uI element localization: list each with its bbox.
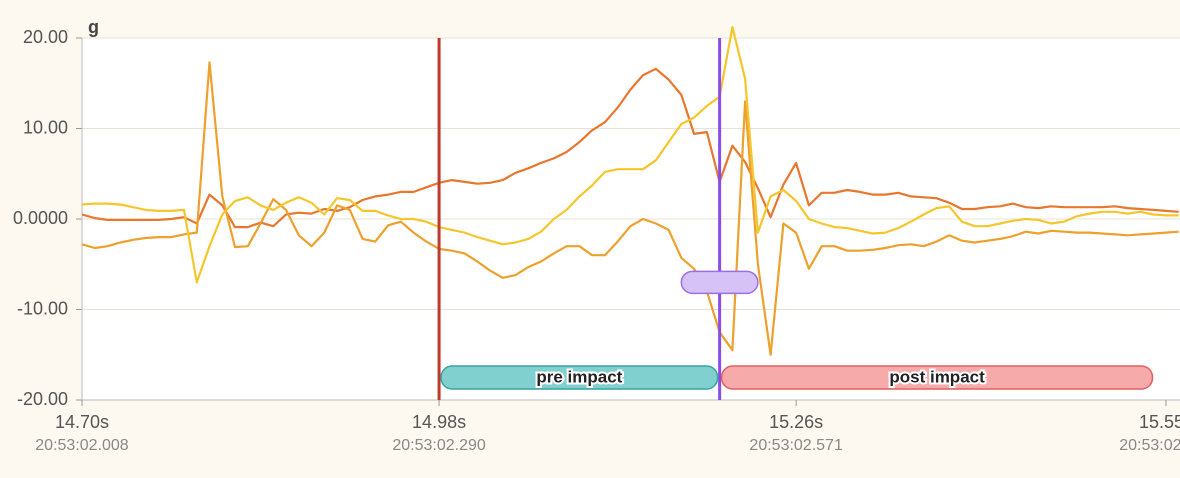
x-tick-time: 20:53:02.290 (392, 437, 486, 454)
x-tick-time: 20:53:02.008 (35, 437, 129, 454)
series-line (82, 26, 1179, 284)
y-tick-label: 10.00 (23, 117, 68, 137)
x-tick-time: 20:53:02.571 (749, 437, 843, 454)
x-tick-label: 14.98s (412, 412, 466, 432)
y-tick-label: 0.0000 (13, 208, 68, 228)
y-tick-label: -20.00 (17, 389, 68, 409)
x-tick-time: 20:53:02.855 (1119, 437, 1180, 454)
y-tick-label: -10.00 (17, 298, 68, 318)
x-tick-label: 15.26s (769, 412, 823, 432)
x-tick-label: 14.70s (55, 412, 109, 432)
segment-label: pre impact (536, 367, 622, 386)
segment (440, 365, 719, 390)
series-line (82, 61, 1179, 356)
y-tick-label: 20.00 (23, 27, 68, 47)
x-tick-label: 15.55s (1139, 412, 1180, 432)
segment (720, 365, 1154, 390)
selection (680, 270, 759, 295)
segment-label: post impact (889, 367, 985, 386)
series-line (82, 67, 1179, 229)
unit-label: g (88, 17, 99, 37)
